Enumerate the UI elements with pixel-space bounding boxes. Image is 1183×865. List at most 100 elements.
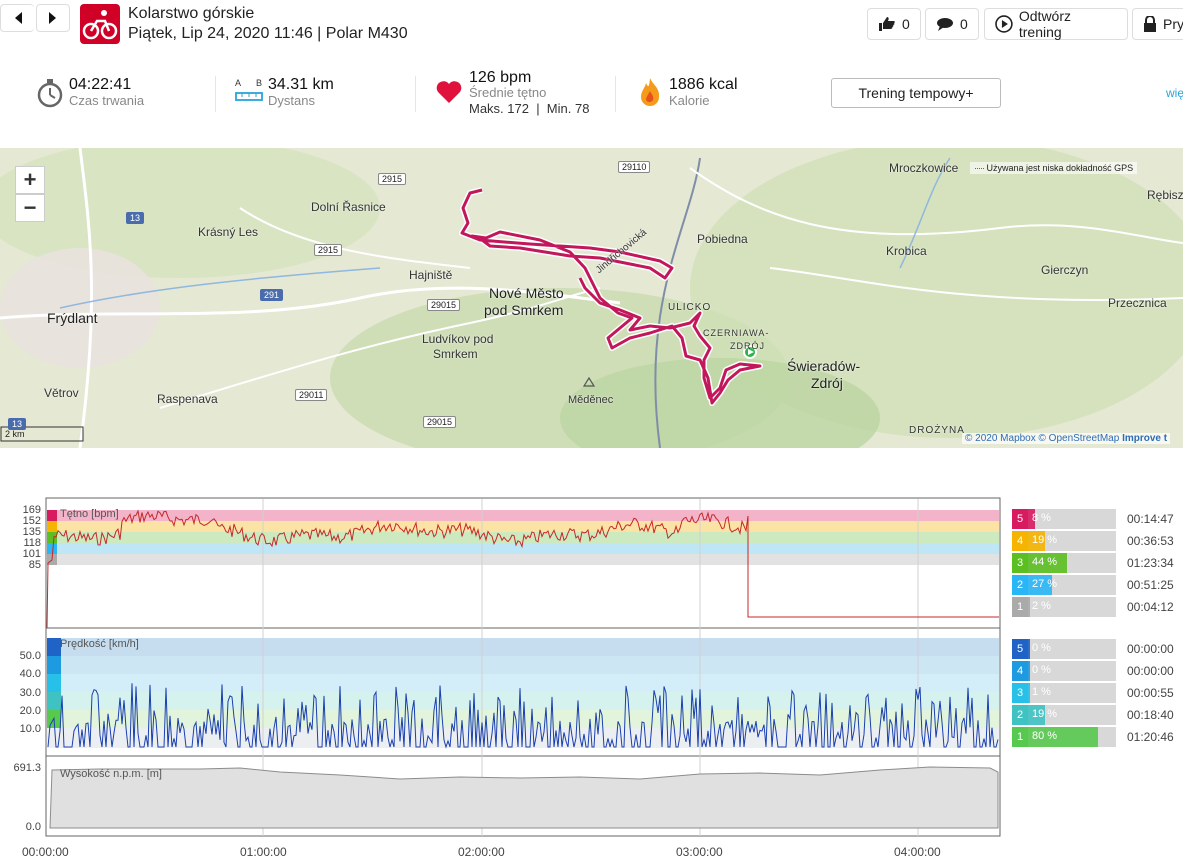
hr-zone-band (47, 521, 999, 532)
speed-zone-band (47, 656, 999, 674)
zone-percent: 44 % (1032, 556, 1058, 568)
duration-value: 04:22:41 (69, 76, 132, 93)
next-button[interactable] (36, 4, 70, 32)
play-circle-icon (995, 15, 1013, 33)
place-label: Pobiedna (697, 232, 748, 246)
hr-tick: 118 (23, 537, 41, 549)
place-label: Świeradów- (787, 358, 861, 374)
zone-number: 5 (1012, 509, 1028, 529)
road-number: 291 (260, 289, 284, 301)
hr-zone-marker (47, 521, 57, 532)
road-number: 29011 (295, 389, 328, 401)
scale-label: 2 km (5, 429, 25, 439)
speed-line (47, 683, 999, 749)
more-link[interactable]: wię (1166, 86, 1183, 100)
time-tick: 04:00:00 (894, 845, 941, 859)
mountain-bike-icon (80, 4, 120, 44)
heart-rate-value: 126 bpm (469, 69, 532, 86)
zone-fill-bar (1028, 531, 1045, 551)
summary-bar: 04:22:41 Czas trwania A B 34.31 km Dysta… (0, 60, 1183, 128)
zone-percent: 19 % (1032, 708, 1058, 720)
place-label: Przecznica (1108, 296, 1167, 310)
road-number: 2915 (314, 244, 343, 256)
heart-rate-minmax: Maks. 172 | Min. 78 (469, 101, 590, 116)
zone-percent: 19 % (1032, 534, 1058, 546)
duration-label: Czas trwania (69, 93, 145, 108)
thumbs-up-icon (879, 17, 895, 31)
place-label: Zdrój (811, 375, 843, 391)
mapbox-link[interactable]: © 2020 Mapbox (965, 433, 1036, 444)
calories-label: Kalorie (669, 93, 710, 108)
place-label: ZDRÓJ (730, 341, 765, 351)
hr-tick: 85 (28, 559, 41, 571)
osm-link[interactable]: © OpenStreetMap (1038, 433, 1120, 444)
replay-training-button[interactable]: Odtwórz trening (984, 8, 1128, 40)
place-label: Dolní Řasnice (311, 200, 386, 214)
divider (615, 76, 616, 112)
hr-tick: 169 (22, 504, 41, 516)
speed-zone-band (47, 692, 999, 710)
session-subtitle: Piątek, Lip 24, 2020 11:46 | Polar M430 (128, 25, 408, 42)
zone-percent: 2 % (1032, 600, 1051, 612)
sport-title: Kolarstwo górskie (128, 5, 255, 22)
speed-zone-marker (47, 638, 61, 656)
road-number: 29110 (618, 161, 651, 173)
zone-percent: 27 % (1032, 578, 1058, 590)
hr-tick: 101 (22, 548, 41, 560)
comment-count: 0 (960, 16, 968, 32)
speed-zone-row: 3 1 % (1012, 683, 1116, 703)
comment-button[interactable]: 0 (925, 8, 979, 40)
distance-b-marker: B (256, 78, 263, 88)
zone-fill-bar (1028, 727, 1099, 747)
previous-button[interactable] (0, 4, 34, 32)
like-button[interactable]: 0 (867, 8, 921, 40)
zoom-in-button[interactable]: + (15, 166, 45, 194)
scale-bar (0, 426, 84, 442)
zone-number: 2 (1012, 705, 1028, 725)
place-label: pod Smrkem (484, 302, 564, 318)
place-label: Mroczkowice (889, 161, 959, 175)
zone-number: 2 (1012, 575, 1028, 595)
chevron-right-icon (49, 12, 56, 24)
lock-icon (1144, 16, 1156, 32)
heart-icon (436, 81, 462, 103)
zone-time: 00:00:00 (1127, 642, 1174, 656)
road-number: 29015 (427, 299, 461, 311)
zone-number: 4 (1012, 531, 1028, 551)
zone-percent: 0 % (1032, 642, 1051, 654)
zone-time: 00:36:53 (1127, 534, 1174, 548)
distance-value: 34.31 km (268, 76, 334, 93)
distance-label: Dystans (268, 93, 315, 108)
hr-tick: 152 (22, 515, 41, 527)
map-attribution: © 2020 Mapbox © OpenStreetMap Improve t (962, 433, 1171, 444)
speed-zone-marker (47, 674, 61, 692)
hr-zone-row: 2 27 % (1012, 575, 1116, 595)
time-tick: 01:00:00 (240, 845, 287, 859)
place-label: Větrov (44, 386, 79, 400)
place-label: Nové Město (489, 285, 564, 301)
route-map[interactable]: + − ····· Używana jest niska dokładność … (0, 148, 1183, 448)
training-charts[interactable] (0, 448, 1183, 865)
distance-a-marker: A (235, 78, 242, 88)
divider (415, 76, 416, 112)
zone-fill-bar (1028, 705, 1045, 725)
chevron-left-icon (14, 12, 22, 24)
place-label: Měděnec (568, 394, 614, 406)
speed-zone-row: 2 19 % (1012, 705, 1116, 725)
place-label: Frýdlant (47, 310, 98, 326)
zone-fill-bar (1028, 683, 1030, 703)
gps-note: ····· Używana jest niska dokładność GPS (970, 162, 1138, 174)
road-number: 29015 (423, 416, 457, 428)
speed-zone-marker (47, 656, 61, 674)
zoom-out-button[interactable]: − (15, 194, 45, 222)
road-number: 13 (126, 212, 145, 224)
privacy-button[interactable]: Pry (1132, 8, 1183, 40)
pace-training-button[interactable]: Trening tempowy+ (831, 78, 1001, 108)
time-tick: 00:00:00 (22, 845, 69, 859)
place-label: Raspenava (157, 392, 218, 406)
zone-percent: 0 % (1032, 664, 1051, 676)
zone-number: 3 (1012, 683, 1028, 703)
heart-rate-label: Średnie tętno (469, 85, 547, 100)
zone-time: 00:51:25 (1127, 578, 1174, 592)
improve-link[interactable]: Improve t (1122, 433, 1168, 444)
